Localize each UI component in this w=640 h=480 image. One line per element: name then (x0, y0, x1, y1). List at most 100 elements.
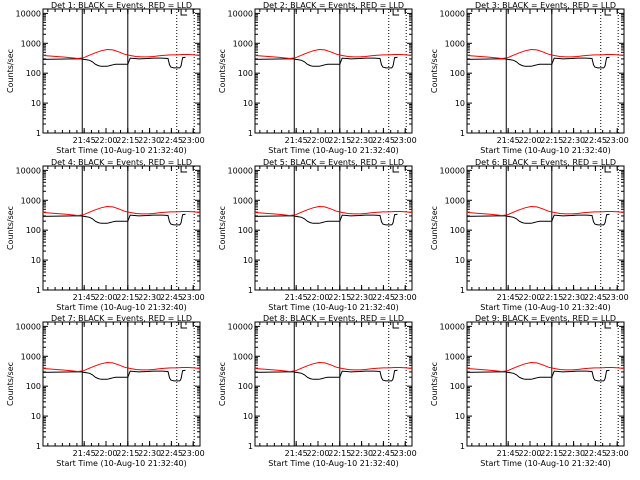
x-tick-label: 22:00 (306, 293, 329, 302)
x-tick-label: 23:00 (394, 293, 417, 302)
detector-panel-4: Det 4: BLACK = Events, RED = LLD 1 10 100 10… (6, 158, 205, 312)
lld-series-line (466, 361, 625, 373)
bracket-mark (604, 166, 612, 173)
x-tick-label: 22:45 (160, 136, 183, 145)
y-tick-label: 100 (450, 382, 465, 391)
y-axis-label: Counts/sec (6, 362, 15, 406)
x-tick-label: 23:00 (182, 293, 205, 302)
x-tick-label: 21:45 (73, 136, 96, 145)
y-tick-label: 1000 (233, 196, 253, 205)
plot-frame (42, 165, 201, 291)
y-tick-label: 1 (248, 286, 253, 295)
panel-title: Det 4: BLACK = Events, RED = LLD (51, 158, 192, 167)
panel-title: Det 5: BLACK = Events, RED = LLD (263, 158, 404, 167)
x-tick-label: 22:30 (350, 293, 373, 302)
plot-frame (254, 321, 413, 447)
panel-title: Det 6: BLACK = Events, RED = LLD (475, 158, 616, 167)
detector-panel-5: Det 5: BLACK = Events, RED = LLD 1 10 100 10… (218, 158, 417, 312)
plot-frame (254, 165, 413, 291)
x-tick-label: 22:30 (350, 449, 373, 458)
y-tick-label: 1 (460, 286, 465, 295)
x-tick-label: 22:00 (94, 449, 117, 458)
x-axis-label: Start Time (10-Aug-10 21:32:40) (56, 303, 187, 312)
y-axis-label: Counts/sec (430, 49, 439, 93)
events-series-line (254, 56, 398, 69)
y-tick-label: 100 (26, 69, 41, 78)
y-tick-label: 1000 (21, 196, 41, 205)
x-tick-label: 21:45 (497, 136, 520, 145)
y-tick-label: 10000 (16, 166, 41, 175)
y-tick-label: 10000 (440, 322, 465, 331)
x-tick-label: 23:00 (606, 136, 629, 145)
x-tick-label: 22:45 (584, 136, 607, 145)
y-tick-label: 1000 (445, 352, 465, 361)
events-series-line (254, 213, 398, 226)
y-tick-label: 1 (36, 286, 41, 295)
x-tick-label: 21:45 (73, 449, 96, 458)
panel-title: Det 8: BLACK = Events, RED = LLD (263, 314, 404, 323)
x-tick-label: 23:00 (394, 449, 417, 458)
y-axis-label: Counts/sec (218, 206, 227, 250)
events-series-line (42, 56, 186, 69)
x-tick-label: 22:00 (306, 136, 329, 145)
x-tick-label: 23:00 (182, 136, 205, 145)
x-tick-label: 22:00 (94, 136, 117, 145)
panel-title: Det 7: BLACK = Events, RED = LLD (51, 314, 192, 323)
y-tick-label: 10000 (228, 9, 253, 18)
x-tick-label: 22:00 (306, 449, 329, 458)
x-tick-label: 22:15 (328, 449, 351, 458)
panel-title: Det 2: BLACK = Events, RED = LLD (263, 1, 404, 10)
x-tick-label: 22:30 (138, 293, 161, 302)
x-axis-label: Start Time (10-Aug-10 21:32:40) (480, 459, 611, 468)
y-tick-label: 1 (460, 129, 465, 138)
x-tick-label: 22:15 (540, 136, 563, 145)
y-tick-label: 1 (460, 442, 465, 451)
y-tick-label: 10 (31, 256, 41, 265)
x-tick-label: 22:45 (584, 449, 607, 458)
y-tick-label: 10000 (16, 322, 41, 331)
x-tick-label: 22:00 (94, 293, 117, 302)
x-tick-label: 21:45 (285, 449, 308, 458)
events-series-line (466, 56, 610, 69)
x-tick-label: 22:45 (160, 449, 183, 458)
events-series-line (466, 369, 610, 382)
detector-panel-1: Det 1: BLACK = Events, RED = LLD 1 10 100 10… (6, 1, 205, 155)
y-tick-label: 1000 (233, 352, 253, 361)
bracket-mark (180, 9, 188, 16)
y-tick-label: 10 (455, 412, 465, 421)
x-tick-label: 22:15 (328, 136, 351, 145)
x-axis-label: Start Time (10-Aug-10 21:32:40) (268, 146, 399, 155)
x-tick-label: 22:15 (116, 293, 139, 302)
x-tick-label: 22:45 (372, 293, 395, 302)
y-tick-label: 1000 (445, 196, 465, 205)
events-series-line (254, 369, 398, 382)
plot-frame (254, 8, 413, 134)
x-tick-label: 21:45 (285, 136, 308, 145)
plot-frame (42, 321, 201, 447)
x-tick-label: 22:30 (138, 136, 161, 145)
y-tick-label: 100 (238, 382, 253, 391)
x-tick-label: 22:30 (562, 293, 585, 302)
x-tick-label: 22:00 (518, 449, 541, 458)
y-tick-label: 100 (238, 226, 253, 235)
y-tick-label: 10000 (440, 9, 465, 18)
y-tick-label: 10000 (228, 166, 253, 175)
y-tick-label: 100 (450, 226, 465, 235)
events-series-line (42, 369, 186, 382)
y-tick-label: 10 (243, 256, 253, 265)
x-tick-label: 22:30 (562, 449, 585, 458)
y-tick-label: 1000 (21, 352, 41, 361)
detector-panel-6: Det 6: BLACK = Events, RED = LLD 1 10 100 10… (430, 158, 629, 312)
x-tick-label: 22:15 (328, 293, 351, 302)
lld-series-line (42, 48, 201, 60)
x-tick-label: 23:00 (394, 136, 417, 145)
lld-series-line (254, 48, 413, 60)
y-tick-label: 100 (26, 226, 41, 235)
y-axis-label: Counts/sec (6, 206, 15, 250)
detector-panel-3: Det 3: BLACK = Events, RED = LLD 1 10 100 10… (430, 1, 629, 155)
plot-frame (466, 165, 625, 291)
lld-series-line (42, 361, 201, 373)
plot-frame (466, 8, 625, 134)
x-tick-label: 22:30 (350, 136, 373, 145)
x-tick-label: 22:45 (372, 136, 395, 145)
